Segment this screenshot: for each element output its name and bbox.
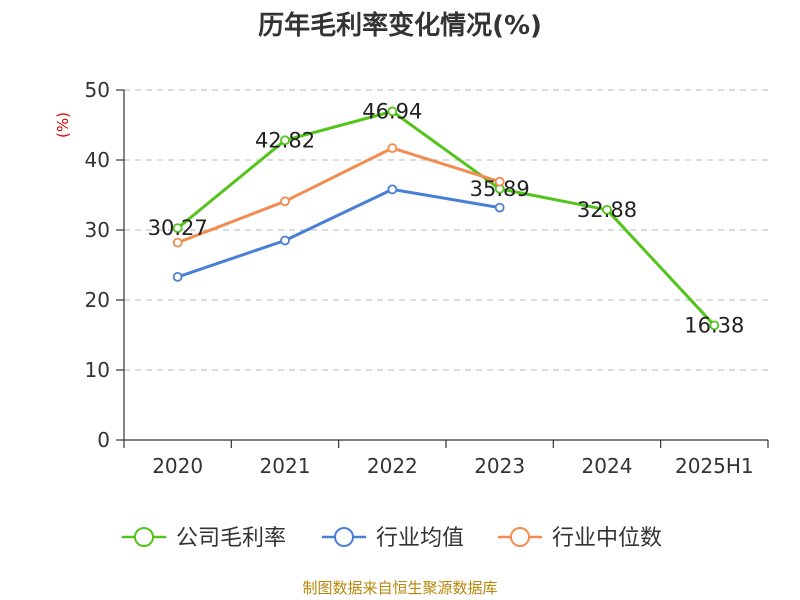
legend-item: 公司毛利率 (122, 526, 286, 551)
legend-swatch-marker (510, 527, 530, 547)
data-point (172, 237, 183, 248)
axes: 0 10 20 30 40 50 2020 2021 2022 2023 2024 2025H1 (85, 78, 769, 478)
data-point (280, 135, 290, 146)
data-label: 30.27 (148, 216, 208, 240)
data-point (602, 204, 612, 215)
x-tick-label: 2021 (260, 454, 311, 478)
data-point (494, 176, 505, 187)
legend-label: 公司毛利率 (176, 526, 286, 551)
y-tick-label: 50 (85, 78, 110, 102)
y-tick-label: 30 (85, 218, 110, 242)
data-point (709, 320, 720, 331)
series-lines (172, 106, 720, 331)
legend-swatch-marker (134, 527, 154, 547)
data-label: 32.88 (577, 198, 637, 222)
legend-label: 行业中位数 (552, 526, 662, 551)
legend-item: 行业均值 (322, 526, 464, 551)
data-point (280, 235, 290, 246)
data-point (387, 184, 398, 195)
data-label: 46.94 (362, 99, 422, 123)
x-tick-label: 2022 (367, 454, 418, 478)
data-label: 16.38 (684, 313, 744, 337)
y-tick-label: 10 (85, 358, 110, 382)
x-tick-label: 2023 (474, 454, 525, 478)
series-line (177, 187, 500, 279)
data-point (172, 223, 183, 234)
grid-lines (124, 89, 768, 371)
y-tick-label: 0 (97, 428, 110, 452)
legend: 公司毛利率 行业均值 行业中位数 (122, 526, 662, 551)
data-point (172, 271, 183, 282)
chart-title: 历年毛利率变化情况(%) (258, 10, 542, 41)
x-tick-label: 2020 (152, 454, 203, 478)
legend-label: 行业均值 (376, 526, 464, 551)
x-tick-label: 2024 (582, 454, 633, 478)
y-axis-unit-label: (%) (54, 112, 72, 138)
series-line (176, 109, 716, 327)
source-note: 制图数据来自恒生聚源数据库 (302, 579, 497, 597)
legend-item: 行业中位数 (498, 526, 662, 551)
series-line (177, 146, 501, 244)
x-tick-label: 2025H1 (675, 454, 754, 478)
legend-swatch-marker (334, 527, 354, 547)
data-labels: 30.27 42.82 46.94 35.89 32.88 16.38 (148, 99, 745, 337)
data-point (494, 202, 505, 213)
y-tick-label: 20 (85, 288, 110, 312)
y-tick-label: 40 (85, 148, 110, 172)
data-label: 42.82 (255, 128, 315, 152)
data-point (280, 196, 290, 207)
data-point (387, 106, 398, 117)
data-point (387, 143, 398, 154)
data-label: 35.89 (470, 177, 530, 201)
